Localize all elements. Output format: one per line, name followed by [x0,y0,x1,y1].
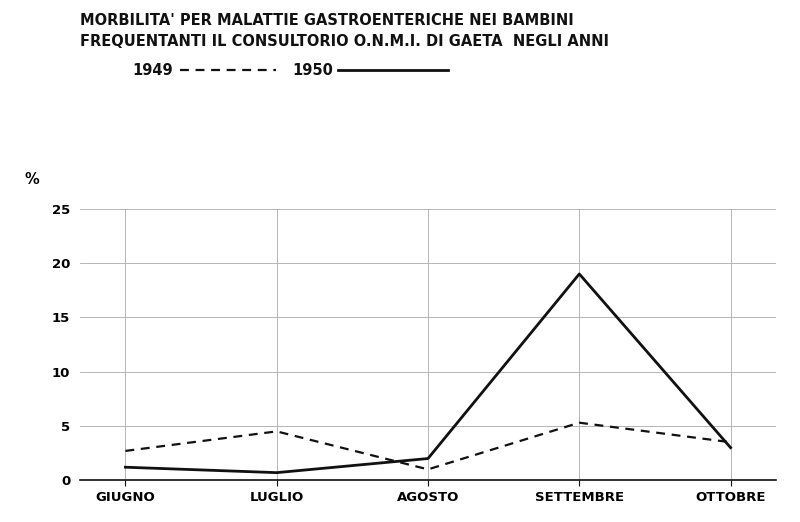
Text: 1949: 1949 [132,63,173,78]
Text: %: % [24,172,39,187]
Text: 1950: 1950 [292,63,333,78]
Text: FREQUENTANTI IL CONSULTORIO O.N.M.I. DI GAETA  NEGLI ANNI: FREQUENTANTI IL CONSULTORIO O.N.M.I. DI … [80,34,609,49]
Text: MORBILITA' PER MALATTIE GASTROENTERICHE NEI BAMBINI: MORBILITA' PER MALATTIE GASTROENTERICHE … [80,13,574,28]
